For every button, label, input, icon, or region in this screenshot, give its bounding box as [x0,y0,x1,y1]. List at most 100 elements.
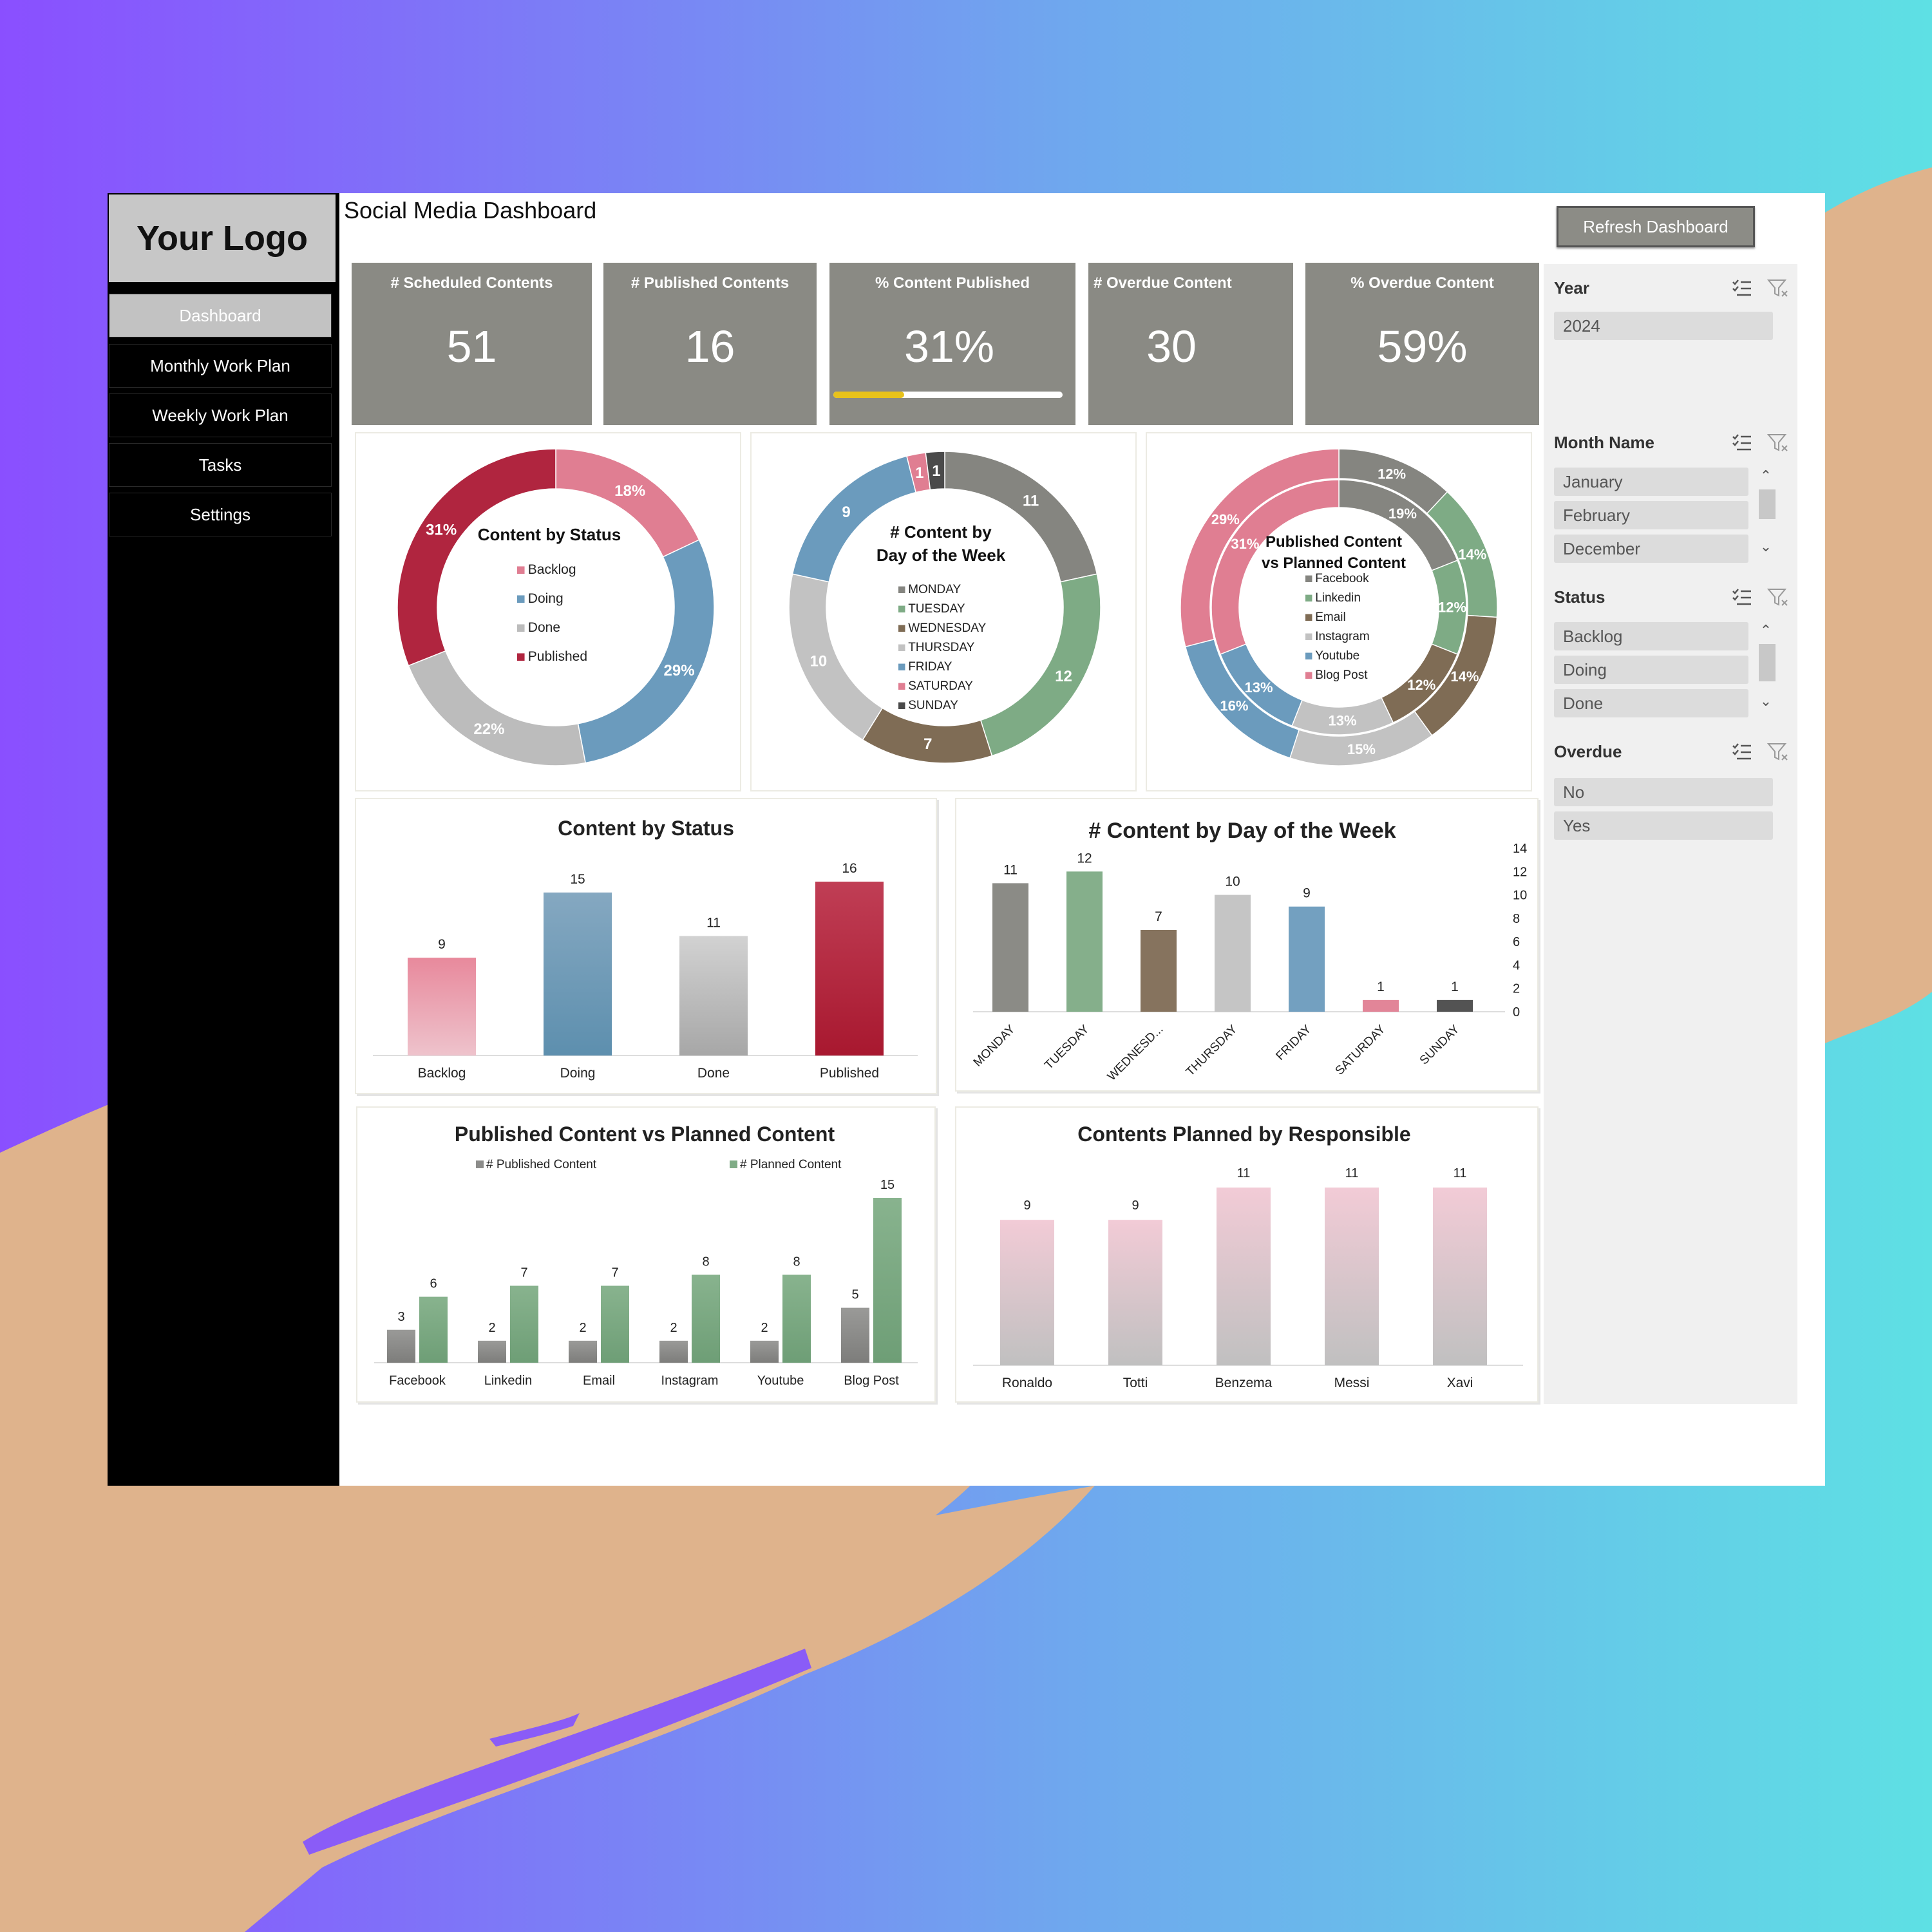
legend-label: Published [528,649,587,664]
kpi-value: 31% [904,321,995,372]
slicer-overdue-item[interactable]: Yes [1554,811,1773,840]
slicer-status-item[interactable]: Backlog [1554,622,1748,650]
donut-data-label: 12 [1055,668,1072,685]
bar-responsible-card: Contents Planned by Responsible 9 Ronaldo 9… [955,1106,1539,1403]
legend-swatch [898,625,905,632]
x-tick-label: Xavi [1447,1376,1473,1390]
bar [750,1340,779,1363]
bar [601,1285,629,1363]
slicer-scrollbar[interactable] [1759,489,1776,519]
progress-fill [833,392,905,398]
bar-data-label: 15 [570,872,585,887]
clear-filter-icon[interactable] [1766,431,1790,455]
bar-channel-chart: Published Content vs Planned Content # Pu… [374,1122,918,1388]
x-tick-label: SUNDAY [1417,1022,1463,1067]
slicer-overdue-item[interactable]: No [1554,778,1773,806]
donut-slice [577,539,715,764]
chevron-down-icon[interactable]: ⌄ [1759,693,1772,709]
x-tick-label: Doing [560,1066,596,1081]
legend-swatch [476,1160,484,1168]
donut-data-label: 11 [1023,492,1039,509]
legend-label: Backlog [528,562,576,577]
donut-data-label: 12% [1438,600,1466,616]
donut-slice [925,451,945,491]
chevron-up-icon[interactable]: ⌃ [1759,468,1772,484]
slicer-status-item[interactable]: Doing [1554,656,1748,684]
clear-filter-icon[interactable] [1766,277,1790,300]
y-tick-label: 6 [1513,935,1520,949]
legend-label: Instagram [1315,630,1369,643]
chevron-down-icon[interactable]: ⌄ [1759,538,1772,554]
clear-filter-icon[interactable] [1766,586,1790,609]
bar-data-label: 15 [880,1178,895,1192]
bar-data-label: 9 [1303,886,1311,901]
slicer-month-item[interactable]: January [1554,468,1748,496]
x-tick-label: Facebook [389,1374,446,1388]
x-tick-label: Benzema [1215,1376,1273,1390]
bar [1141,930,1177,1012]
bar-data-label: 7 [611,1266,618,1280]
y-tick-label: 10 [1513,889,1527,903]
slicer-year-title: Year [1554,278,1589,298]
clear-filter-icon[interactable] [1766,741,1790,764]
donut-data-label: 31% [426,522,457,539]
x-tick-label: Done [697,1066,730,1081]
slicer-scrollbar[interactable] [1759,644,1776,681]
x-tick-label: Published [820,1066,879,1081]
chevron-up-icon[interactable]: ⌃ [1759,622,1772,638]
bar [815,882,884,1056]
bar [478,1340,506,1363]
slicer-month-item[interactable]: December [1554,535,1748,563]
bar-data-label: 2 [579,1321,586,1335]
x-tick-label: THURSDAY [1184,1022,1240,1079]
bar-data-label: 8 [793,1255,800,1269]
bar-data-label: 2 [761,1321,768,1335]
multi-select-icon[interactable] [1730,586,1754,609]
multi-select-icon[interactable] [1730,741,1754,764]
nav-tasks-button[interactable]: Tasks [109,443,332,487]
refresh-dashboard-button[interactable]: Refresh Dashboard [1557,206,1755,247]
donut-status-chart: 18% 29% 22% 31% Content by Status Backlog Doin… [397,448,715,766]
slicer-year-item[interactable]: 2024 [1554,312,1773,340]
kpi-label: % Content Published [875,274,1030,292]
bar [1433,1188,1487,1365]
legend-label: TUESDAY [908,602,965,616]
donut-channel-chart: 12% 14% 14% 15% 16% 29% 19% 12% 12% 13% 13% 31% Publ… [1180,448,1498,766]
bar-data-label: 9 [1023,1198,1030,1213]
x-tick-label: MONDAY [971,1022,1018,1069]
donut-day-chart: 11 12 7 10 9 1 1 # Content by Day of the Week MON… [788,451,1101,764]
bar [679,936,748,1056]
legend-label: MONDAY [908,583,961,596]
multi-select-icon[interactable] [1730,277,1754,300]
page-title: Social Media Dashboard [344,197,597,223]
bar-data-label: 1 [1451,980,1459,994]
nav-weekly-work-plan-button[interactable]: Weekly Work Plan [109,393,332,437]
nav-settings-button[interactable]: Settings [109,493,332,536]
bar-data-label: 3 [397,1310,404,1324]
donut-data-label: 29% [664,662,695,679]
x-tick-label: Backlog [418,1066,466,1081]
slicer-month-item[interactable]: February [1554,501,1748,529]
progress-track [833,392,1063,398]
legend-swatch [517,595,525,603]
slicer-status-item[interactable]: Done [1554,689,1748,717]
legend-swatch [1305,672,1312,679]
legend-label: Facebook [1315,572,1369,585]
nav-dashboard-button[interactable]: Dashboard [109,294,332,337]
bar [1108,1220,1162,1365]
bar-data-label: 8 [702,1255,709,1269]
legend-swatch [517,653,525,661]
legend-swatch [517,566,525,574]
bar-data-label: 12 [1077,851,1092,866]
nav-monthly-work-plan-button[interactable]: Monthly Work Plan [109,344,332,388]
bar [1437,999,1473,1012]
kpi-label: # Published Contents [630,274,790,292]
bar [510,1285,538,1363]
dashboard-window: Your Logo Dashboard Monthly Work Plan We… [108,193,1825,1486]
bar [569,1340,597,1363]
donut-data-label: 10 [810,652,827,670]
chart-title: vs Planned Content [1262,554,1406,572]
legend-swatch [1305,652,1312,659]
legend-swatch [898,605,905,612]
multi-select-icon[interactable] [1730,431,1754,455]
